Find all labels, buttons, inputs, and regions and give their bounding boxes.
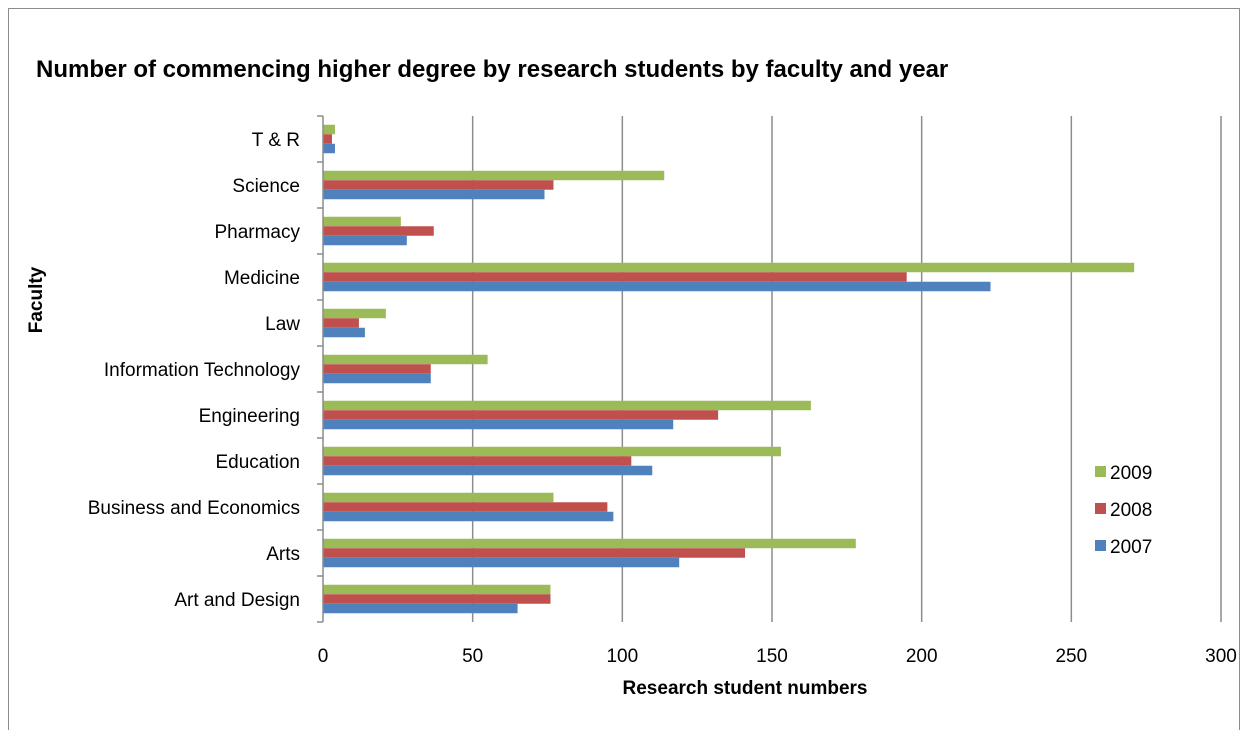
- x-tick-label: 50: [462, 646, 483, 667]
- category-label: Medicine: [224, 268, 300, 289]
- bars: [323, 124, 1135, 614]
- category-label: Engineering: [199, 406, 300, 427]
- bar-2008: [323, 364, 431, 374]
- legend-label: 2009: [1110, 463, 1152, 484]
- bar-2008: [323, 318, 359, 328]
- bar-2009: [323, 354, 488, 365]
- bar-2009: [323, 400, 811, 411]
- legend-label: 2008: [1110, 500, 1152, 521]
- x-tick-label: 200: [906, 646, 938, 667]
- category-label: Law: [265, 314, 300, 335]
- bar-2007: [323, 235, 407, 246]
- bar-2008: [323, 134, 332, 144]
- legend-label: 2007: [1110, 537, 1152, 558]
- chart-frame: [8, 8, 1240, 730]
- bar-2008: [323, 456, 632, 466]
- bar-2009: [323, 170, 665, 181]
- bar-2007: [323, 327, 365, 338]
- bar-2007: [323, 373, 431, 384]
- category-label: Education: [215, 452, 300, 473]
- bar-2008: [323, 594, 551, 604]
- bar-2009: [323, 492, 554, 503]
- bar-2007: [323, 465, 653, 476]
- bar-2008: [323, 410, 719, 420]
- gridlines: [471, 116, 1222, 622]
- bar-2008: [323, 272, 907, 282]
- x-tick-label: 0: [318, 646, 329, 667]
- x-axis-title: Research student numbers: [623, 678, 868, 699]
- bar-2008: [323, 502, 608, 512]
- bar-2007: [323, 419, 674, 430]
- bar-2008: [323, 226, 434, 236]
- bar-2007: [323, 189, 545, 200]
- x-tick-label: 300: [1205, 646, 1237, 667]
- x-tick-label: 150: [756, 646, 788, 667]
- bar-2007: [323, 511, 614, 522]
- bar-2007: [323, 603, 518, 614]
- category-label: Science: [232, 176, 300, 197]
- x-tick-label: 100: [606, 646, 638, 667]
- bar-2009: [323, 308, 386, 319]
- bar-2007: [323, 557, 680, 568]
- legend: 2009 2008 2007: [1095, 463, 1152, 558]
- axes: [317, 115, 324, 623]
- bar-2009: [323, 216, 401, 227]
- category-label: Pharmacy: [214, 222, 300, 243]
- legend-swatch-2009: [1095, 466, 1106, 477]
- x-tick-labels: 0 50 100 150 200 250 300: [318, 646, 1237, 667]
- x-tick-label: 250: [1055, 646, 1087, 667]
- category-label: Art and Design: [174, 590, 300, 611]
- bar-2009: [323, 262, 1135, 273]
- bar-2007: [323, 281, 991, 292]
- bar-2007: [323, 143, 335, 154]
- legend-swatch-2008: [1095, 503, 1106, 514]
- bar-2008: [323, 548, 746, 558]
- legend-swatch-2007: [1095, 540, 1106, 551]
- y-axis-title: Faculty: [26, 266, 47, 333]
- category-label: T & R: [252, 130, 300, 151]
- category-label: Business and Economics: [88, 498, 300, 519]
- chart-title: Number of commencing higher degree by re…: [36, 56, 948, 83]
- category-label: Arts: [266, 544, 300, 565]
- bar-2009: [323, 584, 551, 595]
- category-labels: Art and Design Arts Business and Economics…: [88, 130, 301, 611]
- category-label: Information Technology: [104, 360, 301, 381]
- bar-2009: [323, 538, 856, 549]
- bar-2009: [323, 124, 335, 135]
- bar-2009: [323, 446, 781, 457]
- bar-2008: [323, 180, 554, 190]
